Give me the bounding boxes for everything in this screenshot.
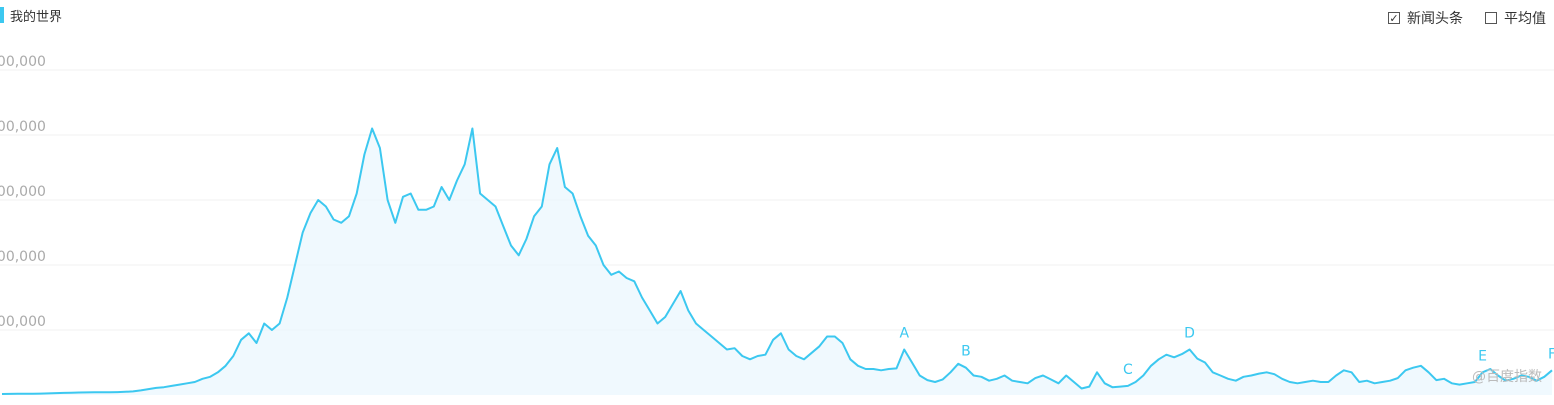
chart-toggles: ✓ 新闻头条 平均值 [1388, 8, 1546, 28]
news-marker-f[interactable]: F [1548, 346, 1554, 362]
average-checkbox[interactable] [1485, 12, 1497, 24]
y-axis-ticks: 100,000 200,000 300,000 400,000 500,000 [0, 54, 46, 330]
grid-lines [0, 69, 1554, 331]
y-tick-label: 500,000 [0, 54, 46, 70]
series-line[interactable] [1, 127, 1553, 395]
news-markers: A B C D E F [899, 326, 1554, 378]
y-tick-label: 300,000 [0, 184, 46, 200]
news-headlines-label: 新闻头条 [1407, 11, 1463, 27]
y-tick-label: 200,000 [0, 249, 46, 265]
legend: 我的世界 [0, 6, 63, 25]
news-marker-a[interactable]: A [899, 326, 909, 342]
news-marker-e[interactable]: E [1478, 348, 1487, 364]
legend-swatch [0, 7, 4, 23]
news-headlines-checkbox[interactable]: ✓ [1388, 11, 1400, 25]
legend-label: 我的世界 [10, 9, 63, 25]
toggle-average[interactable]: 平均值 [1485, 8, 1546, 28]
news-marker-b[interactable]: B [961, 344, 971, 360]
average-label: 平均值 [1504, 11, 1546, 27]
news-marker-d[interactable]: D [1184, 326, 1195, 342]
y-tick-label: 100,000 [0, 314, 46, 330]
y-tick-label: 400,000 [0, 119, 46, 135]
toggle-news-headlines[interactable]: ✓ 新闻头条 [1388, 8, 1463, 28]
series-area [2, 128, 1552, 395]
news-marker-c[interactable]: C [1123, 362, 1133, 378]
watermark: @百度指数 [1472, 369, 1542, 385]
